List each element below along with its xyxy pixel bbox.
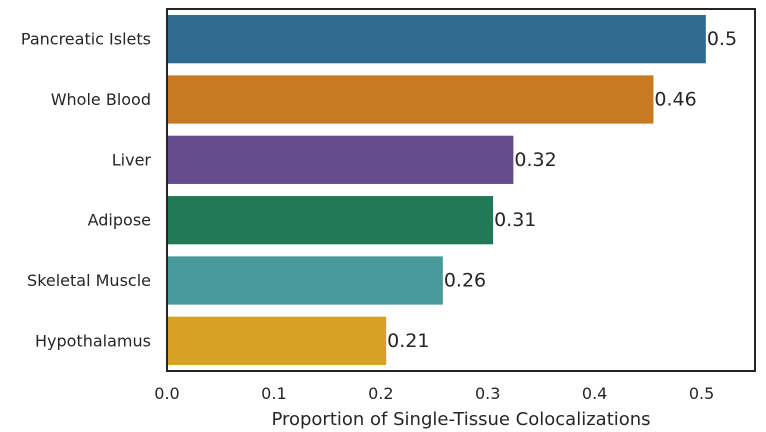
x-tick-label: 0.3 (475, 384, 500, 403)
category-label: Adipose (88, 211, 151, 230)
category-labels-group: Pancreatic Islets Whole Blood Liver Adipose… (21, 30, 152, 351)
data-labels-group: 0.5 0.46 0.32 0.31 0.26 0.21 (387, 28, 737, 352)
x-ticks-group: 0.0 0.1 0.2 0.3 0.4 0.5 (154, 384, 714, 403)
category-label: Liver (112, 150, 152, 169)
bar-pancreatic-islets (167, 15, 706, 64)
category-label: Hypothalamus (35, 331, 151, 350)
data-label: 0.5 (707, 28, 737, 50)
x-tick-label: 0.2 (368, 384, 393, 403)
bar-skeletal-muscle (167, 256, 443, 305)
bar-adipose (167, 196, 494, 245)
bar-whole-blood (167, 75, 654, 124)
bar-liver (167, 135, 514, 184)
data-label: 0.21 (387, 330, 429, 352)
data-label: 0.26 (444, 270, 486, 292)
bar-hypothalamus (167, 316, 387, 365)
category-label: Whole Blood (51, 90, 151, 109)
data-label: 0.32 (514, 149, 556, 171)
x-tick-label: 0.0 (154, 384, 179, 403)
category-label: Skeletal Muscle (27, 271, 151, 290)
data-label: 0.46 (654, 89, 696, 111)
data-label: 0.31 (494, 209, 536, 231)
x-axis-title: Proportion of Single-Tissue Colocalizati… (271, 409, 650, 430)
category-label: Pancreatic Islets (21, 30, 151, 49)
x-tick-label: 0.4 (582, 384, 607, 403)
x-tick-label: 0.5 (689, 384, 714, 403)
bars-group (167, 15, 706, 365)
plot-frame (166, 8, 756, 372)
x-tick-label: 0.1 (261, 384, 286, 403)
